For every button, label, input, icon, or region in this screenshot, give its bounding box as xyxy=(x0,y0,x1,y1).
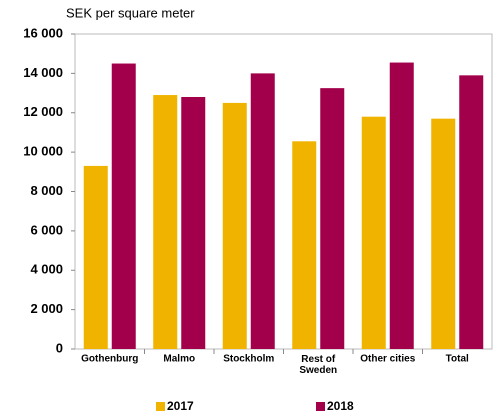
y-tick-label: 16 000 xyxy=(23,25,63,40)
x-tick-label: Other cities xyxy=(360,354,415,365)
x-tick-label: Malmo xyxy=(163,354,195,365)
y-tick-label: 8 000 xyxy=(30,183,63,198)
bar xyxy=(153,95,178,349)
x-tick-label: Total xyxy=(446,354,469,365)
legend-label: 2017 xyxy=(167,399,194,413)
y-tick-label: 12 000 xyxy=(23,104,63,119)
legend-label: 2018 xyxy=(327,399,354,413)
y-tick-label: 0 xyxy=(56,340,63,355)
bar xyxy=(320,88,345,349)
y-tick-label: 4 000 xyxy=(30,262,63,277)
bar xyxy=(83,165,108,349)
x-tick-label: Rest of Sweden xyxy=(299,354,337,376)
bar xyxy=(361,116,386,349)
bar xyxy=(431,118,456,349)
legend-swatch xyxy=(316,402,325,411)
legend-swatch xyxy=(156,402,165,411)
plot-frame xyxy=(74,33,493,350)
bar xyxy=(222,102,247,349)
bar xyxy=(111,63,136,349)
x-tick-label: Gothenburg xyxy=(81,354,138,365)
bar xyxy=(459,75,484,349)
bar xyxy=(250,73,275,349)
x-tick-label: Stockholm xyxy=(223,354,274,365)
bar xyxy=(181,97,206,349)
y-tick-label: 14 000 xyxy=(23,65,63,80)
bar xyxy=(389,62,414,349)
y-tick-label: 10 000 xyxy=(23,144,63,159)
bar xyxy=(292,141,317,349)
chart-subtitle: SEK per square meter xyxy=(66,5,195,20)
y-tick-label: 6 000 xyxy=(30,222,63,237)
y-tick-label: 2 000 xyxy=(30,301,63,316)
